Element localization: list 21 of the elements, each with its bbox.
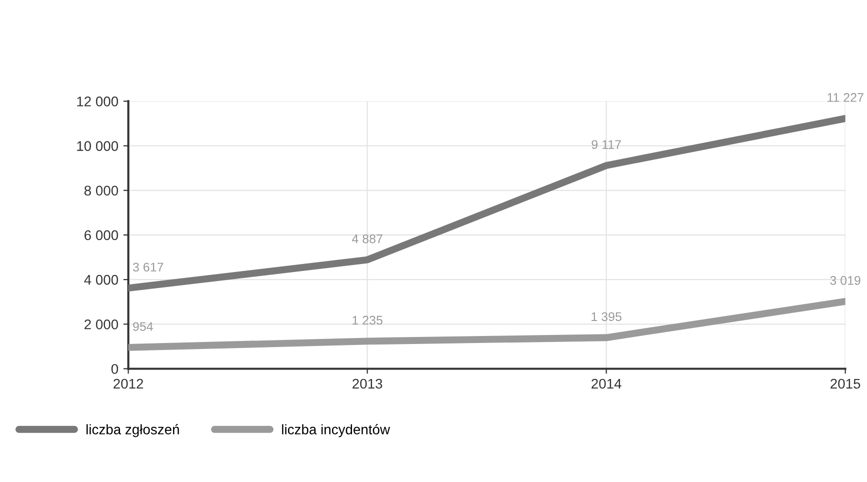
- data-label: 3 617: [132, 262, 164, 272]
- x-tick-label: 2012: [114, 378, 144, 389]
- legend-label: liczba zgłoszeń: [86, 424, 179, 438]
- y-tick-label: 8 000: [84, 186, 118, 196]
- y-tick-label: 12 000: [77, 96, 118, 106]
- y-tick-label: 4 000: [84, 274, 118, 285]
- data-label: 3 019: [830, 276, 860, 285]
- y-tick-label: 0: [111, 364, 118, 374]
- data-label: 4 887: [352, 234, 382, 244]
- data-label: 9 117: [592, 140, 621, 149]
- data-label: 954: [133, 322, 153, 331]
- y-tick-label: 6 000: [84, 230, 118, 240]
- x-tick-label: 2014: [592, 378, 622, 389]
- x-tick-label: 2013: [352, 378, 382, 389]
- x-tick-label: 2015: [830, 378, 860, 389]
- y-tick-label: 10 000: [77, 141, 118, 151]
- data-label: 1 235: [352, 316, 382, 325]
- y-tick-label: 2 000: [84, 319, 118, 330]
- data-label: 1 395: [592, 312, 622, 322]
- data-label: 11 227: [828, 93, 864, 102]
- legend-label: liczba incydentów: [282, 424, 390, 438]
